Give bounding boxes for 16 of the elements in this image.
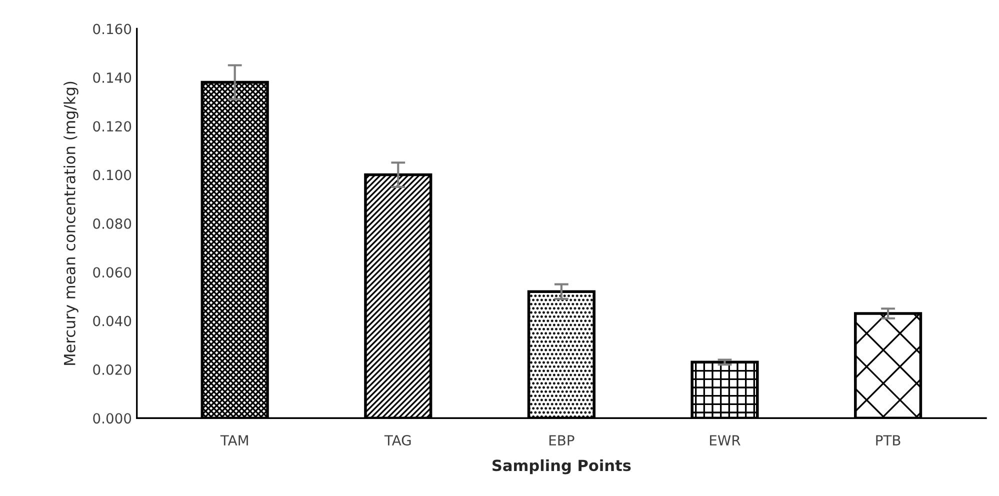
x-tick-label: EWR bbox=[710, 435, 740, 446]
y-tick-label: 0.080 bbox=[93, 218, 132, 229]
y-tick-label: 0.060 bbox=[93, 267, 132, 278]
y-tick-label: 0.000 bbox=[93, 413, 132, 424]
y-tick-label: 0.100 bbox=[93, 170, 132, 180]
y-tick-label: 0.040 bbox=[93, 316, 132, 326]
y-tick-label: 0.160 bbox=[93, 24, 132, 34]
x-tick-label: EBP bbox=[549, 435, 574, 446]
x-tick-label: TAM bbox=[220, 435, 248, 446]
x-axis-title: Sampling Points bbox=[492, 459, 631, 474]
y-tick-label: 0.020 bbox=[93, 364, 132, 375]
x-tick-label: PTB bbox=[876, 435, 900, 446]
y-tick-label: 0.140 bbox=[93, 72, 132, 83]
y-axis-title: Mercury mean concentration (mg/kg) bbox=[64, 82, 78, 365]
x-tick-label: TAG bbox=[384, 435, 411, 446]
y-tick-label: 0.120 bbox=[93, 121, 132, 132]
